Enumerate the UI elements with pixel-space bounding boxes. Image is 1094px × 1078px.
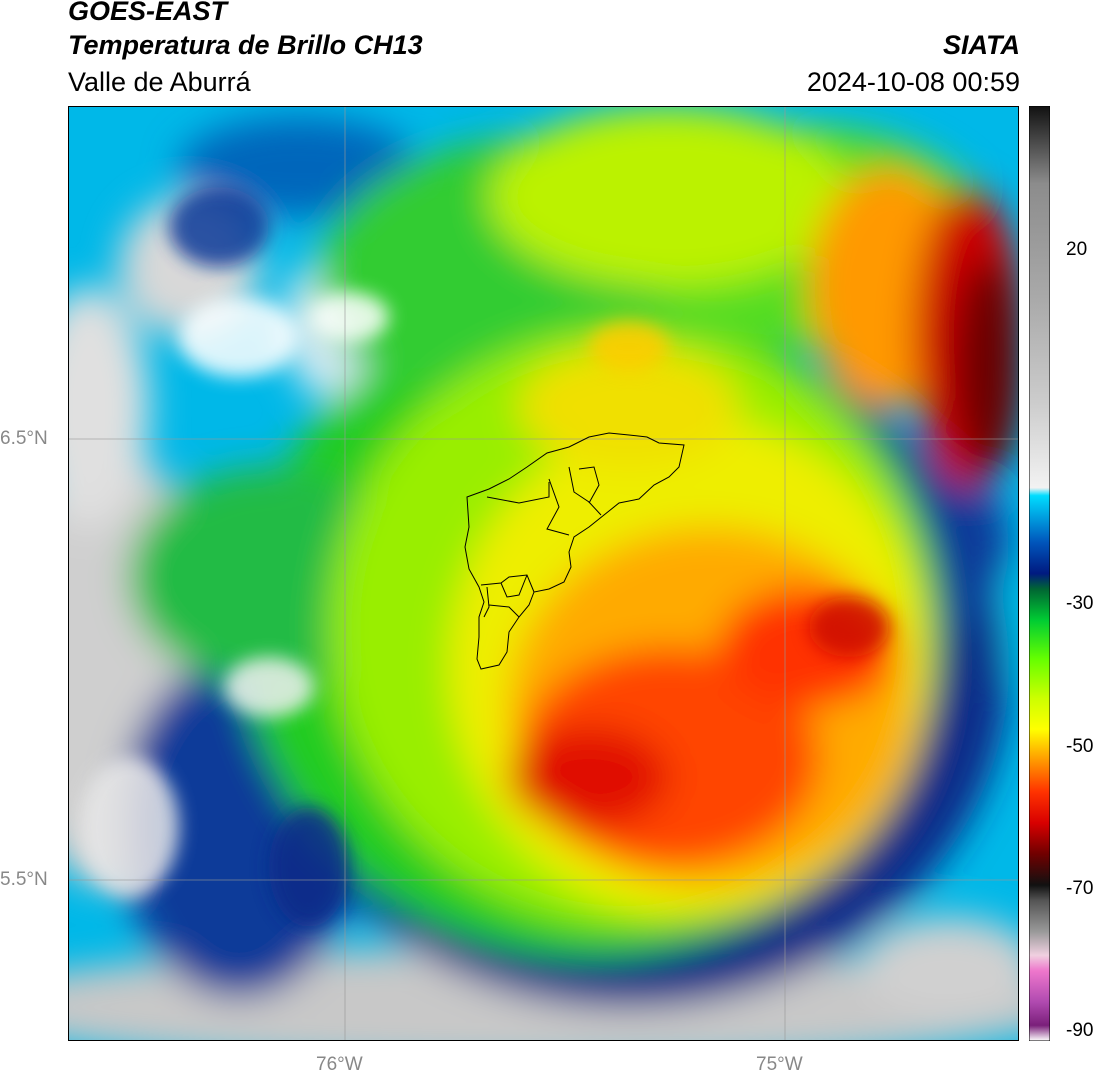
colorbar-tick-minus-30: -30 — [1066, 593, 1094, 614]
graticule — [69, 107, 1018, 1040]
lat-label-5-5: 5.5°N — [0, 869, 48, 890]
agency-label: SIATA — [943, 30, 1020, 60]
product-title: Temperatura de Brillo CH13 — [68, 30, 423, 60]
timestamp-label: 2024-10-08 00:59 — [806, 67, 1020, 97]
colorbar-tick-minus-70: -70 — [1066, 878, 1094, 899]
brightness-temperature-map — [68, 106, 1019, 1041]
colorbar-tick-minus-50: -50 — [1066, 736, 1094, 757]
satellite-title: GOES-EAST — [68, 0, 228, 26]
lat-label-6-5: 6.5°N — [0, 428, 48, 449]
lon-label-75: 75°W — [756, 1054, 803, 1075]
region-title: Valle de Aburrá — [68, 67, 251, 97]
temperature-colorbar — [1029, 106, 1050, 1041]
colorbar-tick-minus-90: -90 — [1066, 1020, 1094, 1041]
aburra-valley-boundary — [464, 432, 685, 670]
lon-label-76: 76°W — [316, 1054, 363, 1075]
colorbar-tick-20: 20 — [1066, 239, 1088, 260]
